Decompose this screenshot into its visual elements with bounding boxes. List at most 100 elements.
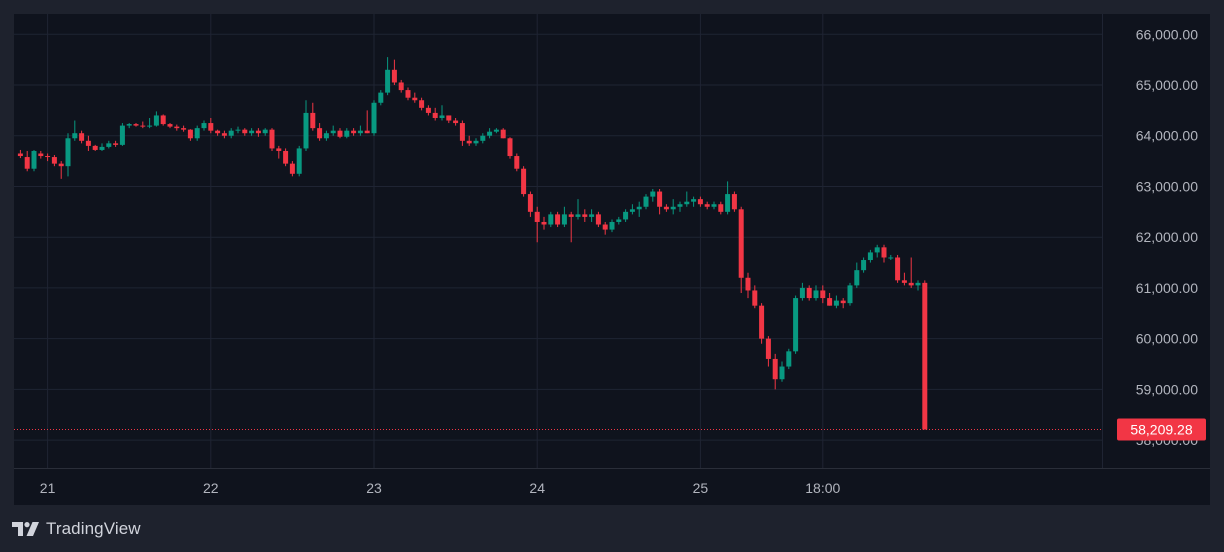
x-tick-label: 22 — [203, 480, 219, 496]
candle-body — [79, 133, 85, 141]
candle-body — [289, 163, 295, 174]
price-axis[interactable]: 66,000.00 65,000.00 64,000.00 63,000.00 62,0… — [1102, 14, 1199, 468]
candle — [670, 199, 676, 215]
candle-body — [113, 143, 119, 145]
x-tick-label: 24 — [529, 480, 545, 496]
candle — [378, 90, 384, 106]
grid-lines — [14, 14, 1102, 468]
candle — [541, 216, 547, 230]
candle-body — [697, 199, 703, 205]
candle-body — [759, 305, 765, 339]
candle-body — [194, 128, 200, 139]
candle — [317, 123, 323, 141]
chart-area[interactable]: 66,000.00 65,000.00 64,000.00 63,000.00 62,0… — [14, 14, 1210, 505]
candle — [289, 161, 295, 177]
candle-body — [160, 115, 166, 125]
candle-body — [58, 163, 64, 167]
candle — [201, 120, 207, 131]
candle — [759, 303, 765, 344]
candle — [738, 206, 744, 293]
candle-body — [317, 128, 323, 139]
candle — [861, 257, 867, 273]
candle — [133, 123, 139, 127]
candlestick-chart[interactable]: 66,000.00 65,000.00 64,000.00 63,000.00 62,0… — [14, 14, 1210, 505]
x-tick-label: 18:00 — [805, 480, 840, 496]
candle-body — [174, 126, 180, 129]
candle — [58, 161, 64, 179]
candle-body — [582, 214, 588, 217]
candle — [813, 285, 819, 301]
candle — [283, 148, 289, 167]
candle — [330, 125, 336, 136]
candle-body — [589, 214, 595, 217]
candle — [827, 292, 833, 306]
candle — [677, 201, 683, 212]
candle — [242, 128, 248, 136]
candle — [72, 120, 78, 141]
candle-body — [595, 214, 601, 225]
candle-body — [364, 130, 370, 134]
candle — [412, 92, 418, 103]
candle — [425, 105, 431, 116]
candle — [493, 128, 499, 134]
candle-body — [425, 107, 431, 113]
candle — [765, 336, 771, 367]
candle-body — [378, 92, 384, 103]
candle — [419, 97, 425, 111]
candle — [500, 128, 506, 139]
candle — [92, 144, 98, 151]
candle — [697, 196, 703, 207]
candle-body — [922, 282, 928, 430]
y-tick-label: 66,000.00 — [1136, 26, 1198, 42]
candle-body — [670, 206, 676, 210]
candle-body — [153, 115, 159, 126]
x-tick-label: 21 — [40, 480, 56, 496]
candle — [922, 280, 928, 430]
candle — [337, 128, 343, 139]
candle — [398, 79, 404, 93]
candle-body — [752, 290, 758, 306]
candle-body — [731, 194, 737, 210]
candle-body — [507, 138, 513, 157]
candle — [296, 145, 302, 177]
candle — [582, 209, 588, 222]
candle-body — [208, 123, 214, 131]
candle-body — [901, 280, 907, 283]
candle — [31, 149, 37, 172]
candle-body — [636, 206, 642, 210]
candle-body — [711, 204, 717, 207]
candle-body — [17, 153, 23, 157]
brand[interactable]: TradingView — [12, 518, 141, 540]
candle-body — [391, 69, 397, 83]
candle — [602, 221, 608, 235]
candle — [915, 280, 921, 291]
candle — [208, 117, 214, 134]
candle — [303, 100, 309, 151]
tradingview-logo-icon — [12, 522, 40, 536]
candle-body — [677, 204, 683, 207]
time-axis[interactable]: 21 22 23 24 25 18:00 — [14, 468, 1210, 497]
candle — [147, 117, 153, 129]
candle-body — [684, 201, 690, 205]
candle-body — [725, 194, 731, 212]
candle-body — [765, 338, 771, 359]
x-tick-label: 23 — [366, 480, 382, 496]
y-tick-label: 63,000.00 — [1136, 178, 1198, 194]
last-price-label: 58,209.28 — [1117, 418, 1206, 441]
candle — [521, 166, 527, 197]
candle-body — [357, 130, 363, 134]
candle — [344, 128, 350, 139]
candle-body — [861, 260, 867, 271]
candle — [636, 201, 642, 217]
candle — [99, 143, 105, 151]
candle-body — [133, 124, 139, 126]
candle-body — [915, 282, 921, 286]
candle — [262, 128, 268, 136]
candle — [704, 201, 710, 210]
candle-body — [51, 157, 57, 164]
candle-body — [405, 90, 411, 98]
candle — [405, 87, 411, 101]
candle — [568, 211, 574, 243]
candle — [806, 285, 812, 301]
candle-body — [779, 366, 785, 380]
